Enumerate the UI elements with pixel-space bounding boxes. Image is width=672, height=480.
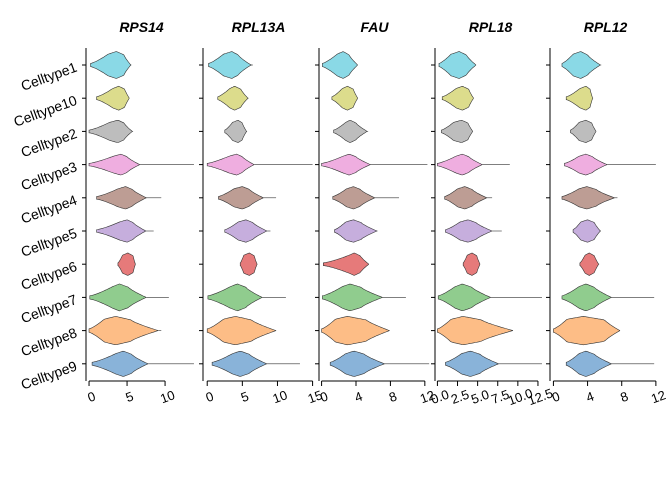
violin-body xyxy=(561,186,615,210)
panel-title: RPL12 xyxy=(584,19,628,35)
category-label: Celltype2 xyxy=(19,125,80,160)
x-tick-label: 4 xyxy=(584,388,596,405)
violin-body xyxy=(88,316,159,346)
violin-body xyxy=(438,51,477,79)
violin-body xyxy=(441,85,474,111)
violin-body xyxy=(334,219,378,243)
x-tick-label: 0 xyxy=(550,388,562,405)
violin-body xyxy=(207,283,263,312)
violin-body xyxy=(206,153,255,176)
panel-title: RPL18 xyxy=(469,19,513,35)
violin-body xyxy=(444,186,488,210)
violin-body xyxy=(90,51,132,79)
violin-body xyxy=(224,219,268,243)
violin-body xyxy=(579,252,600,276)
category-label: Celltype10 xyxy=(11,92,79,130)
panel-title: RPL13A xyxy=(232,19,286,35)
violin-body xyxy=(437,283,491,312)
category-label: Celltype3 xyxy=(19,158,80,193)
x-tick-label: 2.5 xyxy=(449,387,471,407)
violin-body xyxy=(441,120,474,143)
violin-body xyxy=(206,316,277,346)
x-tick-label: 5 xyxy=(124,388,136,405)
violin-body xyxy=(445,350,499,377)
violin-body xyxy=(553,316,621,346)
violin-body xyxy=(96,186,147,210)
x-tick-label: 10 xyxy=(271,387,290,406)
x-tick-label: 0.0 xyxy=(429,387,451,407)
category-label: Celltype8 xyxy=(19,324,80,359)
category-label: Celltype4 xyxy=(19,192,80,227)
x-tick-label: 0 xyxy=(318,388,330,405)
x-tick-label: 7.5 xyxy=(489,387,511,407)
violin-body xyxy=(437,316,514,346)
violin-body xyxy=(561,283,612,312)
violin-body xyxy=(564,153,608,176)
violin-body xyxy=(565,85,594,111)
violin-body xyxy=(217,85,249,111)
violin-body xyxy=(89,283,147,312)
x-tick-label: 0 xyxy=(86,388,98,405)
x-tick-label: 15 xyxy=(306,387,325,406)
violin-body xyxy=(329,350,385,377)
violin-body xyxy=(322,283,383,312)
x-tick-label: 5.0 xyxy=(469,387,491,407)
violin-body xyxy=(331,85,358,111)
category-label: Celltype9 xyxy=(19,358,80,393)
violin-body xyxy=(462,252,481,276)
violin-body xyxy=(211,351,267,377)
panel-title: RPS14 xyxy=(119,19,164,35)
violin-body xyxy=(332,186,375,210)
violin-body xyxy=(239,252,258,276)
category-label: Celltype5 xyxy=(19,225,80,260)
category-label: Celltype1 xyxy=(19,59,80,94)
violin-body xyxy=(572,219,602,243)
violin-body xyxy=(437,153,483,176)
violin-body xyxy=(321,316,390,346)
violin-body xyxy=(88,120,134,143)
x-tick-label: 5 xyxy=(239,388,251,405)
x-tick-label: 8 xyxy=(387,388,399,405)
violin-body xyxy=(96,85,130,111)
violin-body xyxy=(322,51,358,79)
violin-body xyxy=(88,153,140,176)
violin-body xyxy=(91,350,149,377)
violin-body xyxy=(565,350,612,377)
violin-body xyxy=(117,252,136,276)
x-tick-label: 0 xyxy=(204,388,216,405)
violin-body xyxy=(570,119,597,144)
violin-body xyxy=(218,186,264,210)
x-tick-label: 10 xyxy=(158,387,177,406)
violin-body xyxy=(224,120,248,143)
x-tick-label: 8 xyxy=(618,388,630,405)
x-tick-label: 12 xyxy=(649,387,668,406)
violin-body xyxy=(208,51,253,79)
panel-title: FAU xyxy=(361,19,390,35)
violin-body xyxy=(96,219,147,243)
x-tick-label: 12 xyxy=(418,387,437,406)
violin-body xyxy=(333,120,369,143)
category-label: Celltype6 xyxy=(19,258,80,293)
violin-body xyxy=(561,51,602,79)
x-tick-label: 4 xyxy=(352,388,364,405)
violin-body xyxy=(321,154,371,176)
violin-body xyxy=(322,252,370,276)
violin-body xyxy=(445,219,493,243)
category-label: Celltype7 xyxy=(19,291,80,326)
